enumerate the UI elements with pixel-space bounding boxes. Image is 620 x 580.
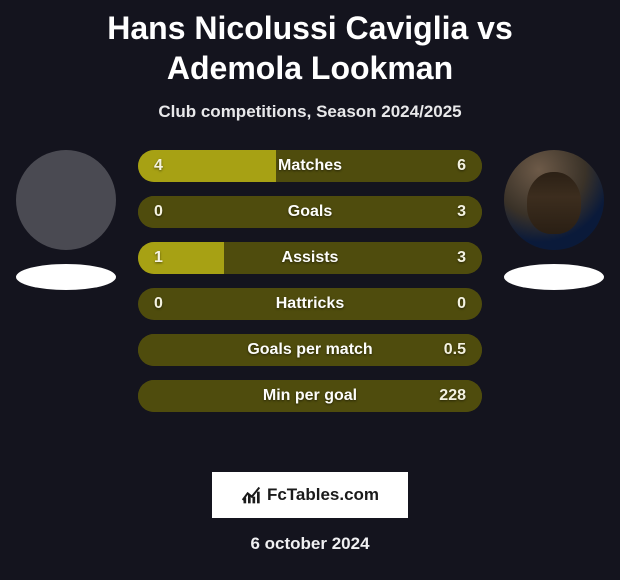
- brand-text: FcTables.com: [267, 485, 379, 505]
- stat-bar: 0.5Goals per match: [138, 334, 482, 366]
- comparison-stage: 46Matches 03Goals 13Assists 00Hattricks 0.5G…: [0, 150, 620, 450]
- left-player-flag: [16, 264, 116, 290]
- stat-label: Goals: [138, 196, 482, 228]
- stat-label: Goals per match: [138, 334, 482, 366]
- stat-bar: 228Min per goal: [138, 380, 482, 412]
- left-player-column: [6, 150, 126, 290]
- stat-label: Hattricks: [138, 288, 482, 320]
- right-player-column: [494, 150, 614, 290]
- stat-label: Min per goal: [138, 380, 482, 412]
- right-player-flag: [504, 264, 604, 290]
- left-player-avatar: [16, 150, 116, 250]
- stat-bar: 00Hattricks: [138, 288, 482, 320]
- page-title: Hans Nicolussi Caviglia vs Ademola Lookm…: [0, 0, 620, 88]
- stat-bar: 13Assists: [138, 242, 482, 274]
- stat-bar: 46Matches: [138, 150, 482, 182]
- brand-badge: FcTables.com: [212, 472, 408, 518]
- brand-chart-icon: [241, 485, 261, 505]
- date-line: 6 october 2024: [0, 534, 620, 554]
- stat-bar: 03Goals: [138, 196, 482, 228]
- right-player-avatar: [504, 150, 604, 250]
- subtitle: Club competitions, Season 2024/2025: [0, 102, 620, 122]
- comparison-bars: 46Matches 03Goals 13Assists 00Hattricks 0.5G…: [138, 150, 482, 412]
- stat-label: Assists: [138, 242, 482, 274]
- stat-label: Matches: [138, 150, 482, 182]
